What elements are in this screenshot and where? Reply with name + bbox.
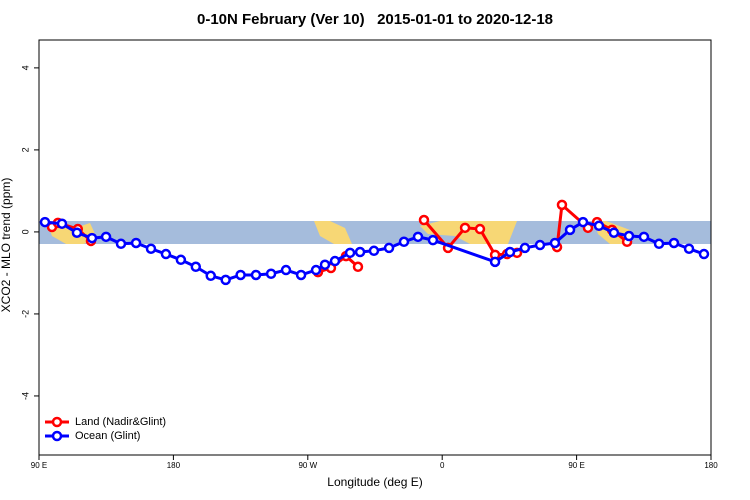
y-tick-label: 4 — [20, 65, 30, 70]
point — [564, 224, 576, 236]
point — [427, 234, 439, 246]
legend-marker — [51, 416, 63, 428]
point — [344, 247, 356, 259]
x-axis-label: Longitude (deg E) — [327, 475, 422, 489]
y-tick-label: -2 — [20, 310, 30, 318]
point — [39, 216, 51, 228]
legend-label: Land (Nadir&Glint) — [75, 416, 166, 428]
point — [698, 248, 710, 260]
point — [623, 230, 635, 242]
point — [100, 231, 112, 243]
point — [556, 199, 568, 211]
point — [352, 261, 364, 273]
point — [190, 261, 202, 273]
point — [130, 237, 142, 249]
x-tick-label: 90 E — [568, 461, 584, 470]
point — [549, 237, 561, 249]
point — [412, 231, 424, 243]
point — [608, 227, 620, 238]
point — [295, 269, 307, 281]
point — [653, 238, 665, 250]
point — [145, 243, 157, 254]
legend-marker — [51, 430, 63, 442]
point — [504, 246, 516, 258]
point — [115, 238, 127, 250]
point — [519, 242, 531, 254]
y-tick-label: 0 — [20, 229, 30, 234]
point — [160, 248, 172, 260]
point — [383, 242, 395, 254]
x-tick-label: 0 — [440, 461, 445, 470]
point — [235, 269, 246, 281]
chart-title: 0-10N February (Ver 10) 2015-01-01 to 20… — [197, 11, 553, 28]
point — [489, 256, 501, 268]
point — [683, 243, 695, 254]
point — [577, 216, 589, 228]
y-tick-label: -4 — [20, 392, 30, 400]
point — [459, 222, 471, 234]
point — [250, 269, 262, 281]
point — [474, 223, 486, 235]
point — [534, 239, 546, 251]
point — [205, 270, 216, 282]
x-tick-label: 180 — [167, 461, 181, 470]
point — [638, 231, 650, 243]
y-tick-label: 2 — [20, 147, 30, 152]
point — [265, 268, 277, 279]
point — [398, 236, 410, 248]
y-axis-label: XCO2 - MLO trend (ppm) — [0, 178, 13, 313]
point — [668, 237, 680, 249]
point — [593, 220, 605, 232]
point — [71, 227, 83, 238]
point — [418, 214, 430, 226]
x-tick-label: 90 E — [31, 461, 47, 470]
point — [329, 255, 341, 267]
point — [56, 218, 68, 229]
x-tick-label: 90 W — [298, 461, 317, 470]
plot-frame — [38, 39, 712, 456]
legend-label: Ocean (Glint) — [75, 430, 140, 442]
point — [220, 274, 231, 286]
point — [86, 232, 98, 244]
point — [319, 259, 331, 270]
point — [280, 264, 292, 276]
point — [175, 254, 187, 266]
point — [368, 245, 380, 257]
x-tick-label: 180 — [704, 461, 718, 470]
point — [354, 246, 366, 258]
point — [310, 264, 322, 276]
